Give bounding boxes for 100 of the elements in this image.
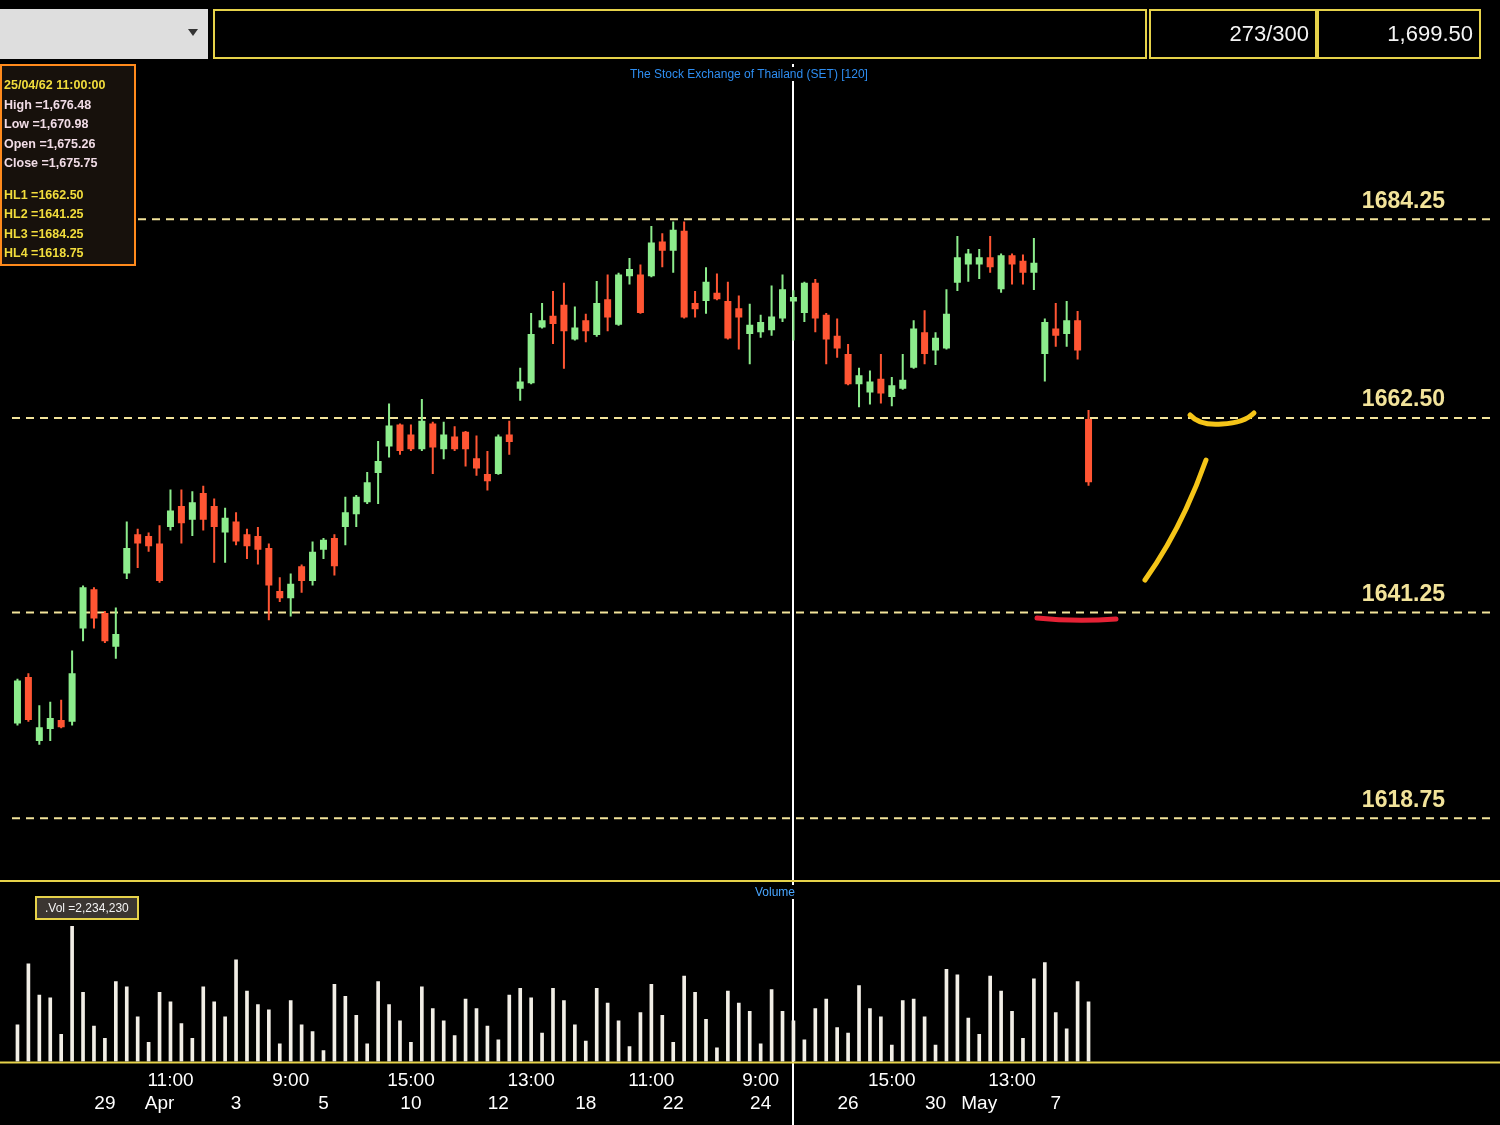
candlestick: [232, 512, 240, 546]
bar: [1032, 978, 1036, 1062]
candlestick: [888, 376, 896, 407]
x-tick-label: 15:00: [868, 1069, 916, 1091]
bar: [354, 1015, 359, 1062]
candlestick: [112, 607, 120, 659]
candlestick: [35, 705, 43, 745]
bar: [715, 1047, 719, 1062]
candlestick: [134, 528, 142, 569]
candlestick: [571, 306, 579, 341]
candlestick: [811, 279, 819, 333]
candlestick: [516, 367, 524, 401]
bar: [900, 1000, 905, 1062]
x-tick-label: May: [961, 1091, 998, 1113]
x-tick-label: 13:00: [988, 1069, 1036, 1091]
candlestick: [844, 344, 852, 386]
chart-title: The Stock Exchange of Thailand (SET) [120]: [627, 67, 871, 81]
candlestick: [243, 528, 251, 559]
x-tick-label: 15:00 10: [387, 1069, 435, 1113]
candlestick: [647, 226, 655, 278]
candlestick: [254, 526, 262, 565]
bar: [430, 1008, 435, 1062]
bar: [1010, 1010, 1014, 1062]
annotation: HL1 =1662.50: [4, 186, 85, 204]
candlestick: [789, 290, 797, 341]
candlestick: [418, 398, 426, 452]
bar: [518, 987, 523, 1062]
annotation: HL2 =1641.25: [4, 206, 85, 223]
bar: [824, 998, 829, 1062]
candlestick: [298, 564, 306, 593]
candlestick: [145, 532, 153, 552]
bar: [441, 1020, 446, 1062]
candlestick: [352, 494, 360, 527]
ref-line-label: 1641.25: [1361, 579, 1446, 606]
bar: [277, 1043, 282, 1062]
bar: [562, 1000, 566, 1062]
candlestick: [822, 312, 830, 365]
x-tick-label: 30: [924, 1091, 947, 1113]
candlestick: [964, 248, 972, 282]
x-tick-label: 11:00: [628, 1069, 675, 1091]
candlestick: [800, 281, 808, 323]
candlestick: [374, 440, 382, 505]
readout-box: .Vol =2,234,230: [35, 896, 139, 920]
annotation: HL3 =1684.25: [4, 225, 85, 243]
candlestick: [276, 577, 284, 602]
candlestick: [1052, 302, 1060, 347]
bar: [256, 1004, 260, 1062]
candlestick: [396, 423, 404, 455]
candlestick: [1041, 318, 1049, 382]
candlestick: [1019, 254, 1027, 285]
bar: [365, 1043, 370, 1062]
bar: [660, 1015, 665, 1062]
bar: [409, 1042, 413, 1062]
bar: [813, 1008, 818, 1062]
bar: [59, 1033, 64, 1062]
bar: [267, 1009, 271, 1062]
bar: [889, 1044, 894, 1062]
bar: [92, 1025, 96, 1062]
candlestick: [309, 541, 317, 586]
candlestick: [210, 498, 218, 563]
candlestick: [341, 496, 349, 546]
x-tick-label: 29: [94, 1091, 116, 1113]
candlestick: [833, 318, 841, 358]
bar: [1053, 1012, 1058, 1062]
candlestick: [636, 264, 644, 314]
candlestick: [1074, 311, 1082, 360]
candlestick: [265, 543, 273, 621]
candlestick: [855, 367, 863, 408]
candlestick: [910, 320, 918, 369]
bar: [726, 990, 730, 1062]
candlestick: [746, 303, 754, 365]
candlestick: [123, 521, 131, 580]
ref-line-label: 1618.75: [1361, 785, 1446, 812]
candlestick: [866, 370, 874, 405]
candlestick: [24, 673, 32, 722]
bar: [835, 1027, 839, 1062]
candlestick: [527, 312, 535, 385]
x-tick-label: 9:00 24: [742, 1069, 780, 1113]
bar: [48, 997, 53, 1062]
candlestick: [57, 699, 65, 729]
candlestick: [90, 587, 98, 629]
candlestick: [13, 678, 21, 726]
bar: [682, 975, 686, 1062]
bar: [103, 1038, 107, 1062]
bar: [234, 959, 238, 1062]
candlestick: [505, 420, 513, 455]
candlestick: [1085, 409, 1093, 486]
annotation: 25/04/62 11:00:00: [4, 77, 107, 94]
bar: [551, 987, 555, 1062]
candlestick: [604, 274, 612, 332]
bar: [223, 1016, 227, 1062]
candlestick: [899, 354, 907, 390]
x-tick-label: Apr: [144, 1091, 175, 1113]
candlestick: [932, 332, 940, 366]
ref-line-label: 1684.25: [1361, 186, 1446, 213]
bar: [977, 1033, 982, 1062]
candlestick: [582, 313, 590, 343]
x-tick-label: 5: [318, 1091, 329, 1113]
candlestick: [538, 302, 546, 329]
candlestick: [1030, 237, 1038, 291]
